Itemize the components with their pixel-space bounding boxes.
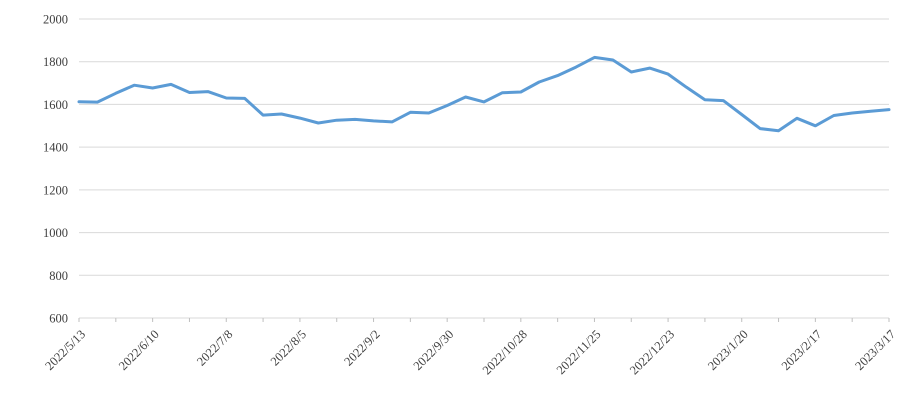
x-tick-label: 2022/11/25 (554, 327, 604, 377)
x-tick-label: 2023/2/17 (779, 327, 825, 373)
y-tick-label: 2000 (43, 13, 68, 27)
y-tick-label: 1800 (43, 55, 68, 69)
x-tick-label: 2023/1/20 (705, 327, 751, 373)
x-tick-label: 2022/7/8 (194, 327, 235, 368)
x-tick-label: 2023/3/17 (852, 327, 898, 373)
x-tick-label: 2022/12/23 (627, 327, 677, 377)
y-tick-label: 800 (49, 269, 68, 283)
x-tick-label: 2022/8/5 (268, 327, 309, 368)
x-tick-label: 2022/9/30 (411, 327, 457, 373)
y-tick-label: 1000 (43, 226, 68, 240)
series-line (77, 55, 891, 133)
y-tick-label: 1600 (43, 98, 68, 112)
x-tick-label: 2022/9/2 (341, 327, 382, 368)
x-tick-label: 2022/10/28 (480, 327, 530, 377)
y-tick-label: 1400 (43, 141, 68, 155)
x-tick-label: 2022/6/10 (116, 327, 162, 373)
y-tick-label: 1200 (43, 183, 68, 197)
x-tick-label: 2022/5/13 (42, 327, 88, 373)
y-tick-label: 600 (49, 312, 68, 326)
